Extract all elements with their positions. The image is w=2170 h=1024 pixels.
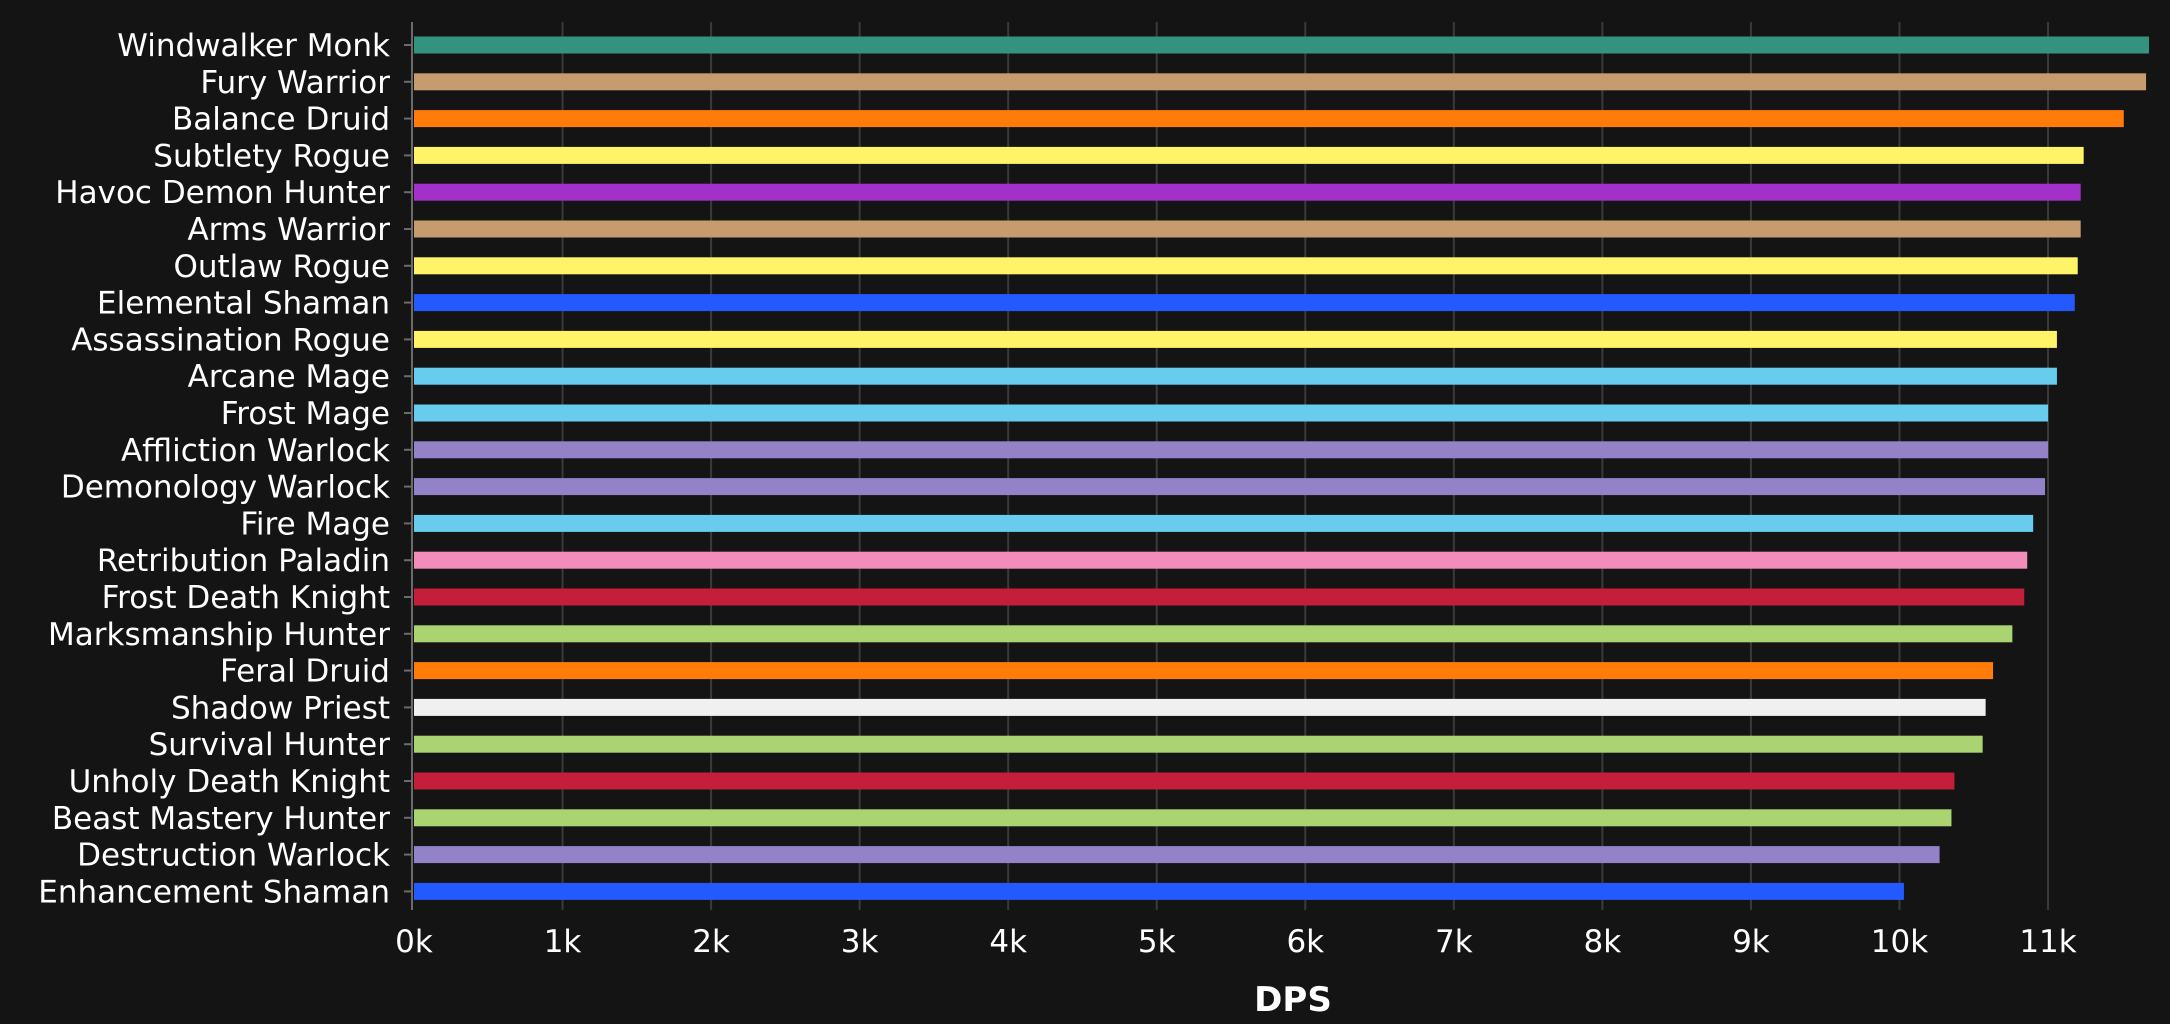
- category-label: Shadow Priest: [171, 690, 390, 726]
- bar: [414, 367, 2057, 385]
- category-label: Frost Death Knight: [102, 580, 390, 616]
- bar: [414, 404, 2049, 422]
- category-label: Subtlety Rogue: [153, 138, 390, 174]
- category-label: Elemental Shaman: [97, 286, 390, 322]
- grid-lines: [561, 22, 2050, 910]
- category-label: Arcane Mage: [188, 359, 390, 395]
- x-tick-label: 4k: [989, 924, 1027, 960]
- bar: [414, 330, 2057, 348]
- x-axis-title: DPS: [1254, 980, 1332, 1020]
- category-label: Feral Druid: [220, 654, 390, 690]
- bar: [414, 846, 1940, 864]
- bar: [414, 772, 1955, 790]
- category-label: Arms Warrior: [187, 212, 390, 248]
- y-axis-ticks: [404, 44, 412, 893]
- bar: [414, 809, 1952, 827]
- bar: [414, 698, 1986, 716]
- category-label: Windwalker Monk: [117, 28, 390, 64]
- category-label: Unholy Death Knight: [69, 764, 390, 800]
- bar: [414, 36, 2150, 54]
- bar: [414, 183, 2081, 201]
- category-label: Assassination Rogue: [71, 322, 390, 358]
- category-label: Beast Mastery Hunter: [52, 801, 390, 837]
- bar: [414, 735, 1983, 753]
- x-tick-label: 5k: [1138, 924, 1176, 960]
- category-label: Destruction Warlock: [77, 838, 390, 874]
- category-label: Balance Druid: [172, 102, 390, 138]
- x-axis-tick-labels: 0k 1k 2k 3k 4k 5k 6k 7k 8k 9k 10k 11k: [395, 924, 2077, 960]
- x-tick-label: 3k: [841, 924, 879, 960]
- x-tick-label: 1k: [544, 924, 582, 960]
- bar: [414, 73, 2147, 91]
- x-tick-label: 2k: [692, 924, 730, 960]
- bar: [414, 551, 2028, 569]
- bar: [414, 514, 2034, 532]
- x-tick-label: 6k: [1286, 924, 1324, 960]
- bar: [414, 588, 2025, 606]
- bar: [414, 882, 1904, 900]
- category-label: Outlaw Rogue: [173, 249, 390, 285]
- category-label: Frost Mage: [221, 396, 390, 432]
- category-label: Fury Warrior: [200, 65, 390, 101]
- x-tick-label: 0k: [395, 924, 433, 960]
- category-label: Retribution Paladin: [97, 543, 390, 579]
- bar: [414, 441, 2049, 459]
- bar: [414, 625, 2013, 643]
- bar: [414, 257, 2078, 275]
- category-label: Survival Hunter: [149, 727, 391, 763]
- bar: [414, 294, 2075, 312]
- category-label: Fire Mage: [240, 506, 390, 542]
- category-label: Demonology Warlock: [61, 470, 390, 506]
- x-tick-label: 10k: [1871, 924, 1928, 960]
- bar: [414, 478, 2046, 496]
- bar: [414, 220, 2081, 238]
- bar: [414, 662, 1994, 680]
- category-label: Marksmanship Hunter: [48, 617, 390, 653]
- bars: [414, 36, 2150, 900]
- x-tick-label: 7k: [1435, 924, 1473, 960]
- x-tick-label: 11k: [2019, 924, 2076, 960]
- category-label: Affliction Warlock: [121, 433, 390, 469]
- x-tick-label: 8k: [1584, 924, 1622, 960]
- bar: [414, 146, 2084, 164]
- category-label: Enhancement Shaman: [38, 874, 390, 910]
- category-label: Havoc Demon Hunter: [55, 175, 390, 211]
- x-tick-label: 9k: [1732, 924, 1770, 960]
- bar: [414, 110, 2124, 128]
